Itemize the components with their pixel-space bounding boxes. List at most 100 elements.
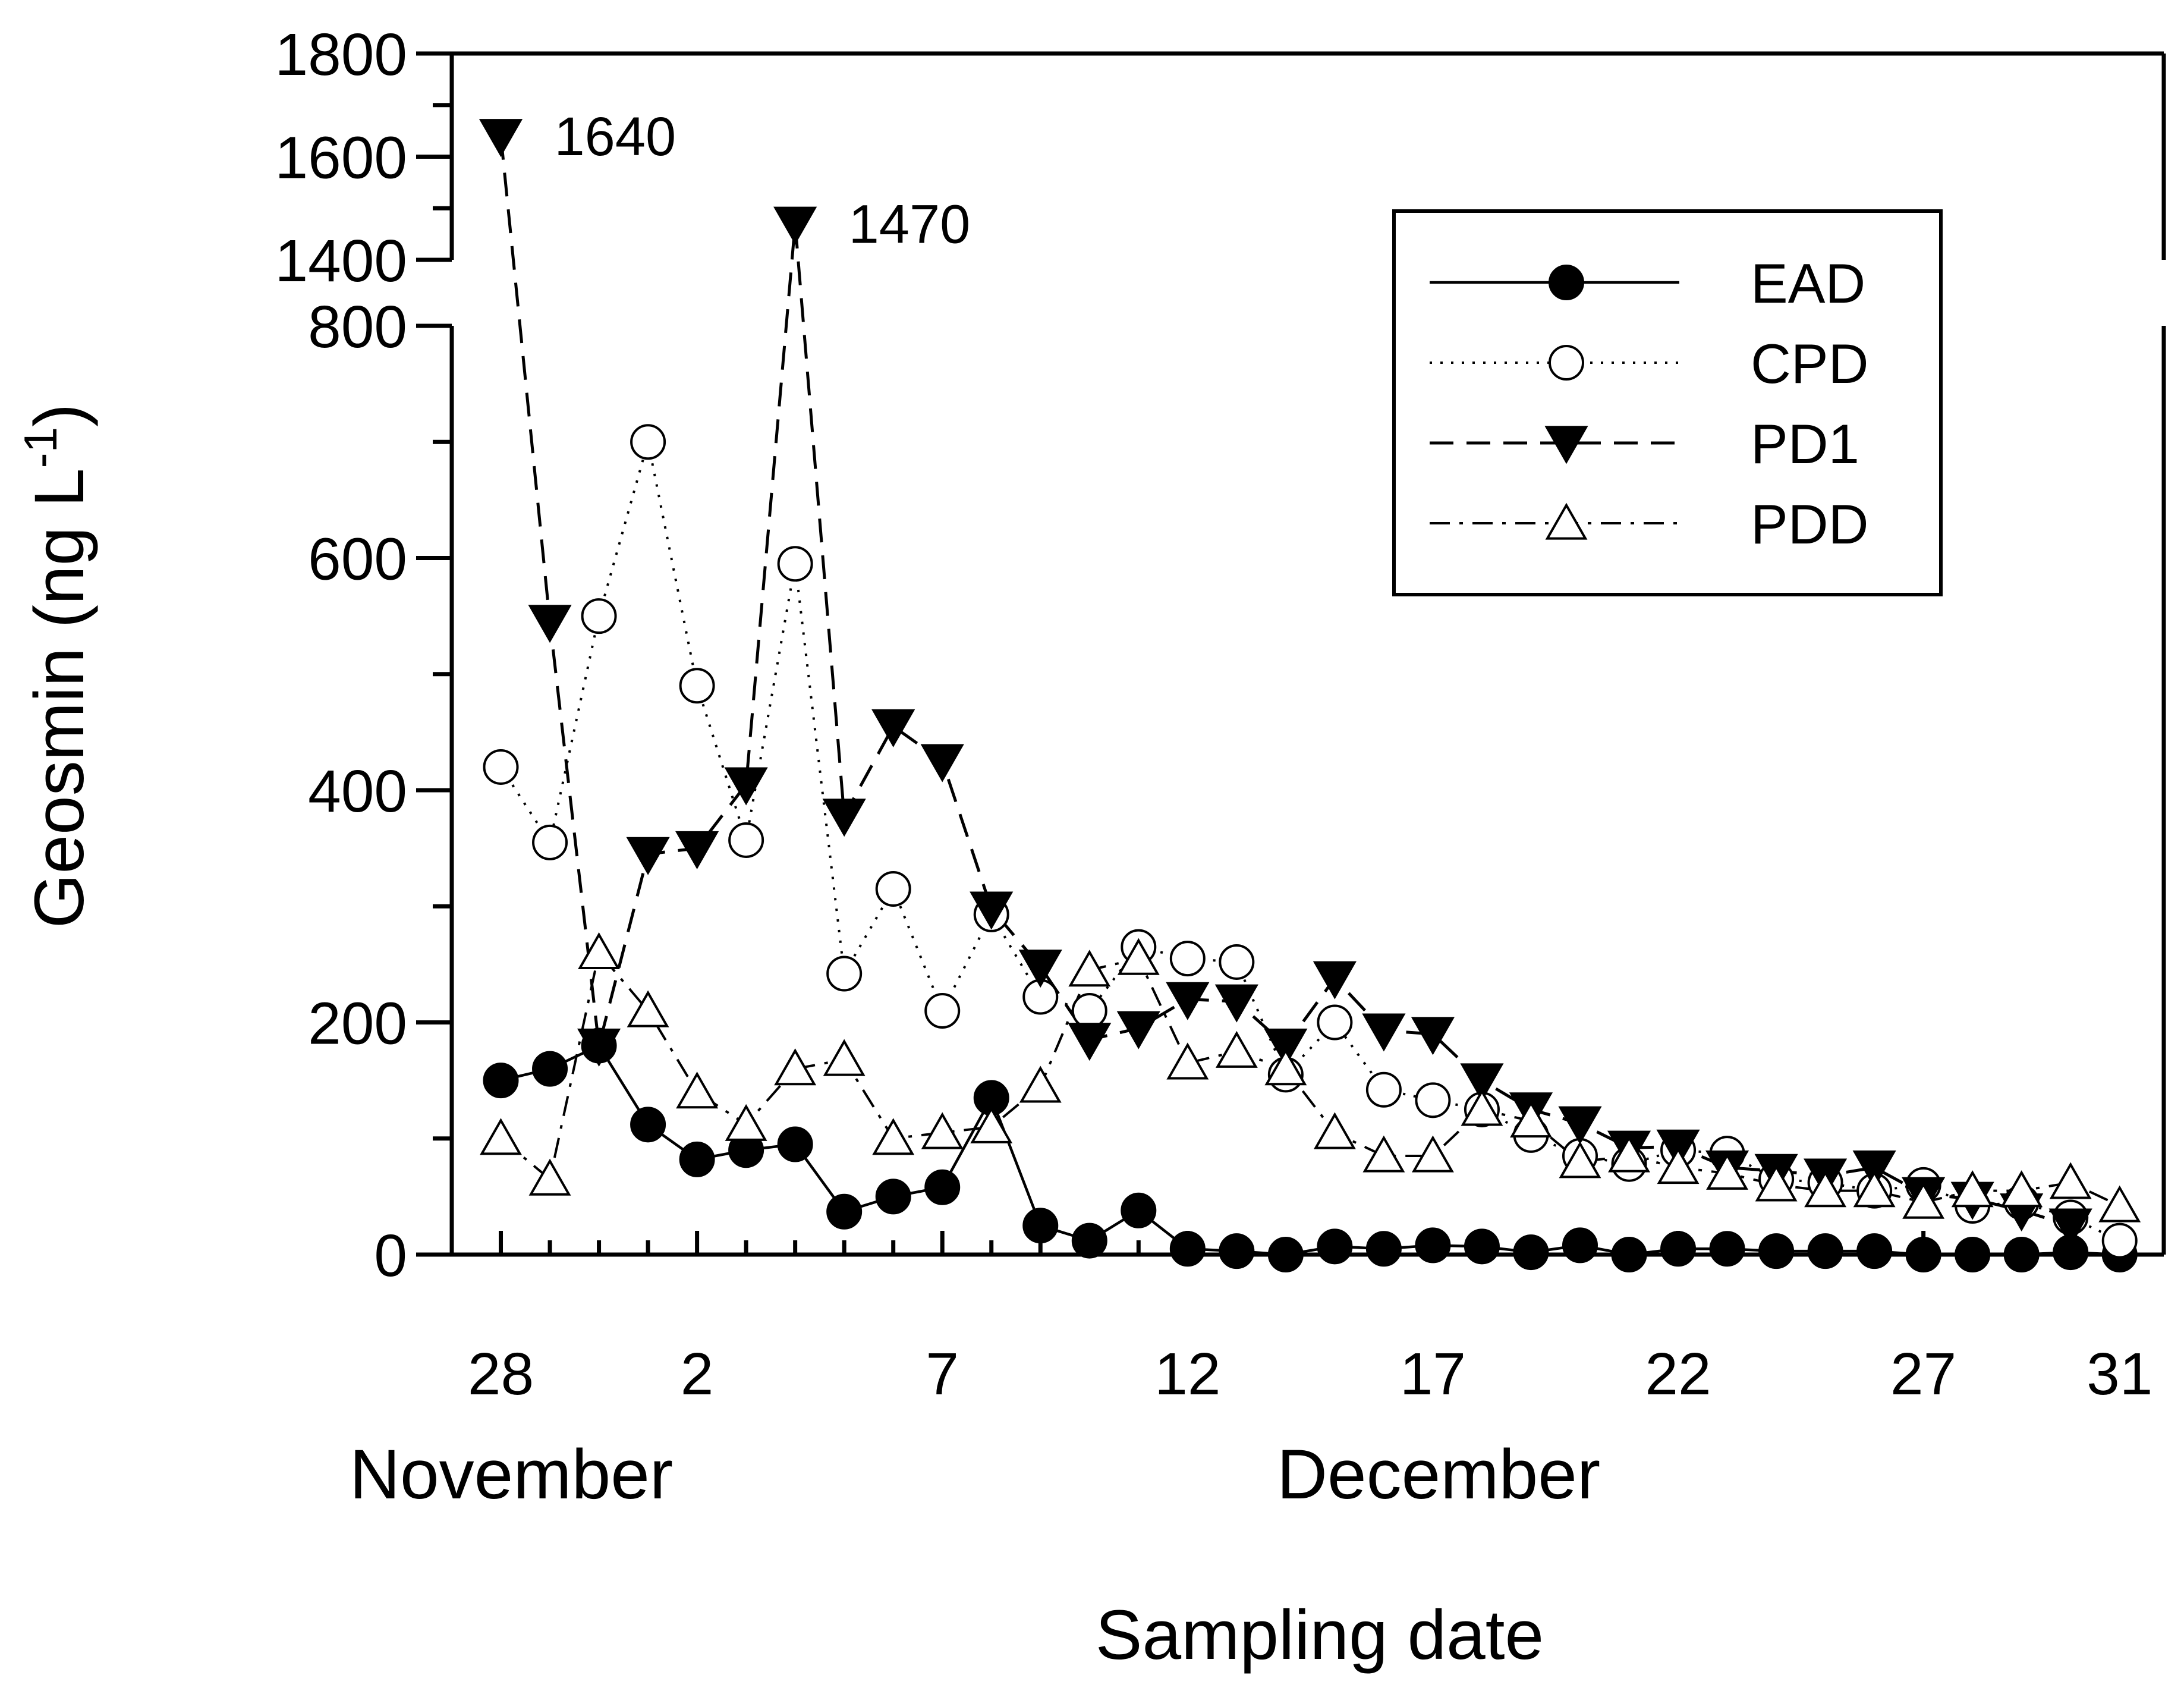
legend-label-pdd: PDD: [1751, 493, 1868, 555]
point-pdd: [1068, 950, 1111, 987]
legend-label-ead: EAD: [1751, 252, 1865, 315]
point-ead: [875, 1178, 911, 1215]
point-ead: [1562, 1227, 1598, 1264]
point-pdd: [1313, 1112, 1356, 1149]
point-pd1: [577, 1028, 621, 1067]
point-pdd: [578, 932, 621, 969]
point-pdd: [1510, 1101, 1552, 1138]
point-pdd: [627, 990, 669, 1027]
point-pd1: [1313, 961, 1357, 1000]
point-ead: [1905, 1237, 1941, 1272]
point-ead: [1415, 1227, 1451, 1264]
point-pdd: [1264, 1048, 1307, 1086]
point-pd1: [724, 767, 768, 806]
series-line-pdd: [500, 951, 2120, 1207]
point-pd1: [1558, 1106, 1602, 1145]
point-pd1: [871, 709, 915, 747]
y-tick-label: 800: [308, 294, 407, 360]
point-pd1: [675, 831, 719, 869]
point-ead: [1317, 1228, 1353, 1265]
point-ead: [1611, 1237, 1647, 1272]
point-pdd: [1706, 1152, 1749, 1190]
point-pdd: [2098, 1185, 2141, 1222]
y-tick-label: 1800: [275, 21, 407, 88]
point-pd1: [1852, 1150, 1896, 1189]
y-axis-title: Geosmin (ng L-1): [14, 404, 99, 929]
point-cpd: [1317, 1004, 1353, 1041]
series-line-ead: [501, 1044, 2120, 1256]
point-ead: [1955, 1237, 1991, 1272]
point-pdd: [774, 1048, 817, 1086]
point-cpd: [777, 546, 813, 582]
series-line-cpd: [499, 441, 2120, 1242]
point-pdd: [970, 1106, 1013, 1143]
legend-marker-pdd: [1545, 502, 1588, 540]
point-cpd: [826, 956, 863, 992]
y-axis-title-main: Geosmin (ng L: [20, 468, 99, 928]
point-ead: [2003, 1237, 2040, 1272]
point-ead: [1758, 1233, 1795, 1269]
x-tick-label: 31: [2087, 1341, 2152, 1407]
point-pd1: [920, 744, 964, 782]
point-cpd: [581, 598, 617, 634]
legend-marker-pd1: [1544, 426, 1588, 464]
point-pdd: [921, 1112, 964, 1149]
point-pdd: [1804, 1170, 1847, 1208]
point-pdd: [1461, 1089, 1503, 1126]
y-tick-label: 600: [308, 526, 407, 593]
point-ead: [777, 1126, 813, 1162]
point-pdd: [1411, 1135, 1454, 1173]
x-tick-label: 28: [468, 1341, 534, 1407]
point-pdd: [1853, 1170, 1896, 1208]
point-pd1: [1068, 1023, 1112, 1061]
annotation-1640: 1640: [555, 106, 676, 167]
x-tick-label: 22: [1645, 1341, 1711, 1407]
y-tick-label: 1400: [275, 228, 407, 294]
point-pd1: [822, 799, 866, 837]
point-pdd: [1019, 1066, 1062, 1103]
point-pd1: [1411, 1017, 1455, 1055]
point-pdd: [2049, 1162, 2092, 1199]
legend-marker-ead: [1549, 265, 1584, 300]
y-tick-label: 200: [308, 991, 407, 1057]
point-pdd: [823, 1039, 866, 1076]
point-pdd: [1657, 1147, 1700, 1184]
point-cpd: [1415, 1082, 1451, 1118]
x-tick-label: 17: [1400, 1341, 1466, 1407]
point-ead: [1219, 1233, 1255, 1269]
legend-box: [1392, 209, 1943, 596]
point-cpd: [1169, 941, 1206, 977]
point-pd1: [1018, 950, 1062, 988]
y-tick-label: 0: [374, 1222, 407, 1289]
x-tick-label: 27: [1890, 1341, 1956, 1407]
point-ead: [1071, 1222, 1107, 1259]
annotation-1470: 1470: [849, 194, 971, 254]
point-pdd: [1117, 938, 1160, 975]
point-pd1: [773, 206, 817, 245]
point-ead: [1513, 1234, 1549, 1271]
x-axis-title: Sampling date: [1096, 1596, 1544, 1674]
point-pd1: [626, 837, 670, 875]
legend-marker-cpd: [1549, 345, 1584, 381]
legend-label-cpd: CPD: [1751, 332, 1868, 395]
labels: Geosmin (ng L-1) Sampling date November …: [14, 106, 1600, 1674]
point-ead: [826, 1193, 863, 1230]
point-cpd: [630, 424, 666, 460]
point-pdd: [872, 1118, 915, 1155]
point-pdd: [1215, 1030, 1258, 1068]
point-pd1: [1214, 984, 1258, 1023]
marker-layer: [479, 119, 2141, 1272]
point-cpd: [728, 822, 764, 858]
point-pdd: [1362, 1135, 1405, 1173]
point-ead: [1365, 1231, 1402, 1267]
point-pdd: [480, 1118, 522, 1155]
month-label-november: November: [350, 1435, 673, 1514]
point-pdd: [1902, 1181, 1945, 1219]
x-tick-label: 7: [926, 1341, 959, 1407]
point-cpd: [2101, 1222, 2138, 1259]
y-tick-label: 1600: [275, 125, 407, 191]
point-cpd: [483, 749, 519, 785]
point-pdd: [1166, 1042, 1209, 1080]
point-ead: [1464, 1228, 1500, 1265]
